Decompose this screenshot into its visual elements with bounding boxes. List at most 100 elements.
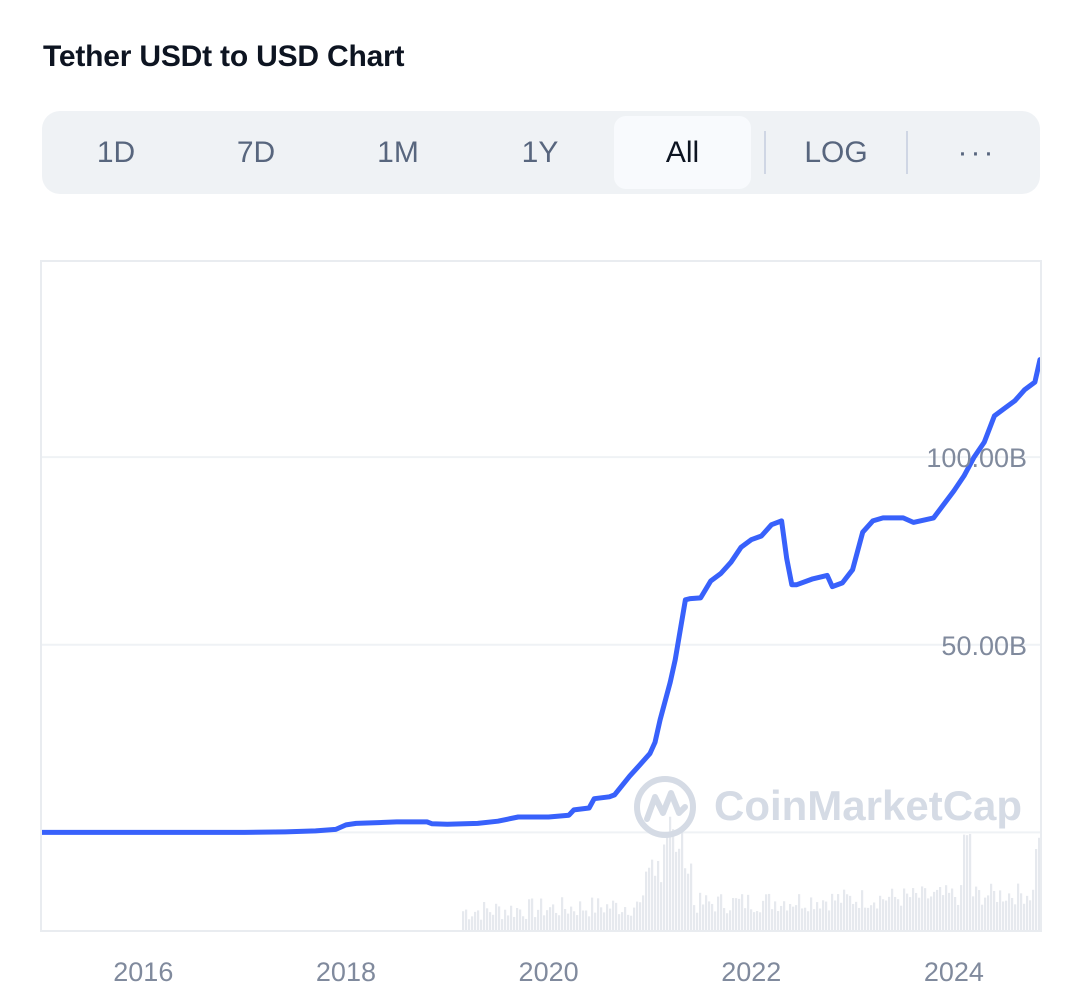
more-options-button[interactable]: ··· bbox=[957, 135, 997, 169]
volume-bar bbox=[825, 901, 828, 930]
volume-bar bbox=[681, 829, 684, 930]
volume-bar bbox=[873, 902, 876, 930]
volume-bar bbox=[684, 868, 687, 930]
volume-bar bbox=[774, 901, 777, 930]
range-1d-button[interactable]: 1D bbox=[96, 135, 136, 169]
volume-bar bbox=[765, 894, 768, 930]
coinmarketcap-watermark: CoinMarketCap bbox=[634, 776, 1022, 838]
divider bbox=[906, 131, 908, 174]
volume-bar bbox=[552, 904, 555, 930]
volume-bar bbox=[762, 900, 765, 930]
volume-bar bbox=[828, 910, 831, 930]
volume-bar bbox=[624, 907, 627, 930]
volume-bar bbox=[477, 910, 480, 930]
volume-bar bbox=[513, 916, 516, 930]
volume-bar bbox=[870, 905, 873, 930]
volume-bars bbox=[462, 816, 1040, 930]
coinmarketcap-logo-icon bbox=[634, 776, 696, 838]
volume-bar bbox=[867, 907, 870, 930]
volume-bar bbox=[945, 885, 948, 930]
volume-bar bbox=[753, 912, 756, 930]
volume-bar bbox=[570, 906, 573, 930]
volume-bar bbox=[978, 890, 981, 930]
volume-bar bbox=[537, 909, 540, 930]
volume-bar bbox=[855, 901, 858, 930]
volume-bar bbox=[933, 891, 936, 930]
range-1y-button[interactable]: 1Y bbox=[521, 135, 559, 169]
volume-bar bbox=[711, 903, 714, 930]
volume-bar bbox=[807, 911, 810, 930]
volume-bar bbox=[924, 888, 927, 930]
volume-bar bbox=[843, 889, 846, 930]
volume-bar bbox=[1035, 849, 1038, 930]
x-axis-tick-label: 2018 bbox=[316, 957, 376, 987]
volume-bar bbox=[612, 900, 615, 930]
volume-bar bbox=[804, 907, 807, 930]
volume-bar bbox=[918, 897, 921, 930]
volume-bar bbox=[831, 893, 834, 930]
volume-bar bbox=[921, 886, 924, 930]
log-scale-button[interactable]: LOG bbox=[804, 135, 868, 169]
range-all-button[interactable]: All bbox=[614, 116, 751, 189]
volume-bar bbox=[699, 892, 702, 930]
volume-bar bbox=[669, 816, 672, 930]
volume-bar bbox=[603, 912, 606, 930]
volume-bar bbox=[726, 913, 729, 930]
volume-bar bbox=[783, 901, 786, 930]
volume-bar bbox=[693, 905, 696, 930]
volume-bar bbox=[654, 875, 657, 930]
volume-bar bbox=[630, 915, 633, 930]
volume-bar bbox=[675, 851, 678, 930]
volume-bar bbox=[525, 918, 528, 930]
volume-bar bbox=[834, 900, 837, 930]
volume-bar bbox=[1005, 900, 1008, 930]
time-range-selector: 1D 7D 1M 1Y All LOG ··· bbox=[42, 111, 1040, 194]
volume-bar bbox=[1014, 904, 1017, 930]
price-line bbox=[42, 357, 1040, 835]
volume-bar bbox=[690, 863, 693, 930]
volume-bar bbox=[954, 896, 957, 930]
volume-bar bbox=[645, 871, 648, 930]
range-1m-button[interactable]: 1M bbox=[377, 135, 419, 169]
volume-bar bbox=[879, 895, 882, 930]
price-chart[interactable]: CoinMarketCap 50.00B 100.00B 2016 2018 2020… bbox=[42, 262, 1040, 1007]
volume-bar bbox=[708, 901, 711, 930]
volume-bar bbox=[717, 896, 720, 930]
volume-bar bbox=[738, 898, 741, 930]
volume-bar bbox=[810, 897, 813, 930]
volume-bar bbox=[894, 896, 897, 930]
volume-bar bbox=[840, 902, 843, 930]
volume-bar bbox=[591, 897, 594, 930]
volume-bar bbox=[900, 905, 903, 930]
range-7d-button[interactable]: 7D bbox=[236, 135, 276, 169]
volume-bar bbox=[543, 915, 546, 930]
volume-bar bbox=[750, 909, 753, 930]
volume-bar bbox=[819, 908, 822, 930]
divider bbox=[764, 131, 766, 174]
volume-bar bbox=[972, 896, 975, 930]
volume-bar bbox=[555, 912, 558, 930]
volume-bar bbox=[606, 904, 609, 930]
volume-bar bbox=[948, 892, 951, 930]
volume-bar bbox=[696, 912, 699, 930]
volume-bar bbox=[666, 837, 669, 930]
volume-bar bbox=[789, 903, 792, 930]
volume-bar bbox=[588, 916, 591, 930]
volume-bar bbox=[660, 882, 663, 930]
volume-bar bbox=[627, 914, 630, 930]
volume-bar bbox=[816, 902, 819, 930]
volume-bar bbox=[846, 894, 849, 930]
volume-bar bbox=[876, 908, 879, 930]
volume-bar bbox=[489, 912, 492, 930]
volume-bar bbox=[735, 898, 738, 930]
x-axis-tick-label: 2024 bbox=[924, 957, 984, 987]
volume-bar bbox=[510, 905, 513, 930]
volume-bar bbox=[621, 912, 624, 930]
volume-bar bbox=[780, 905, 783, 930]
volume-bar bbox=[642, 895, 645, 930]
volume-bar bbox=[546, 910, 549, 930]
volume-bar bbox=[480, 919, 483, 930]
volume-bar bbox=[984, 897, 987, 930]
volume-bar bbox=[597, 898, 600, 930]
volume-bar bbox=[492, 914, 495, 930]
